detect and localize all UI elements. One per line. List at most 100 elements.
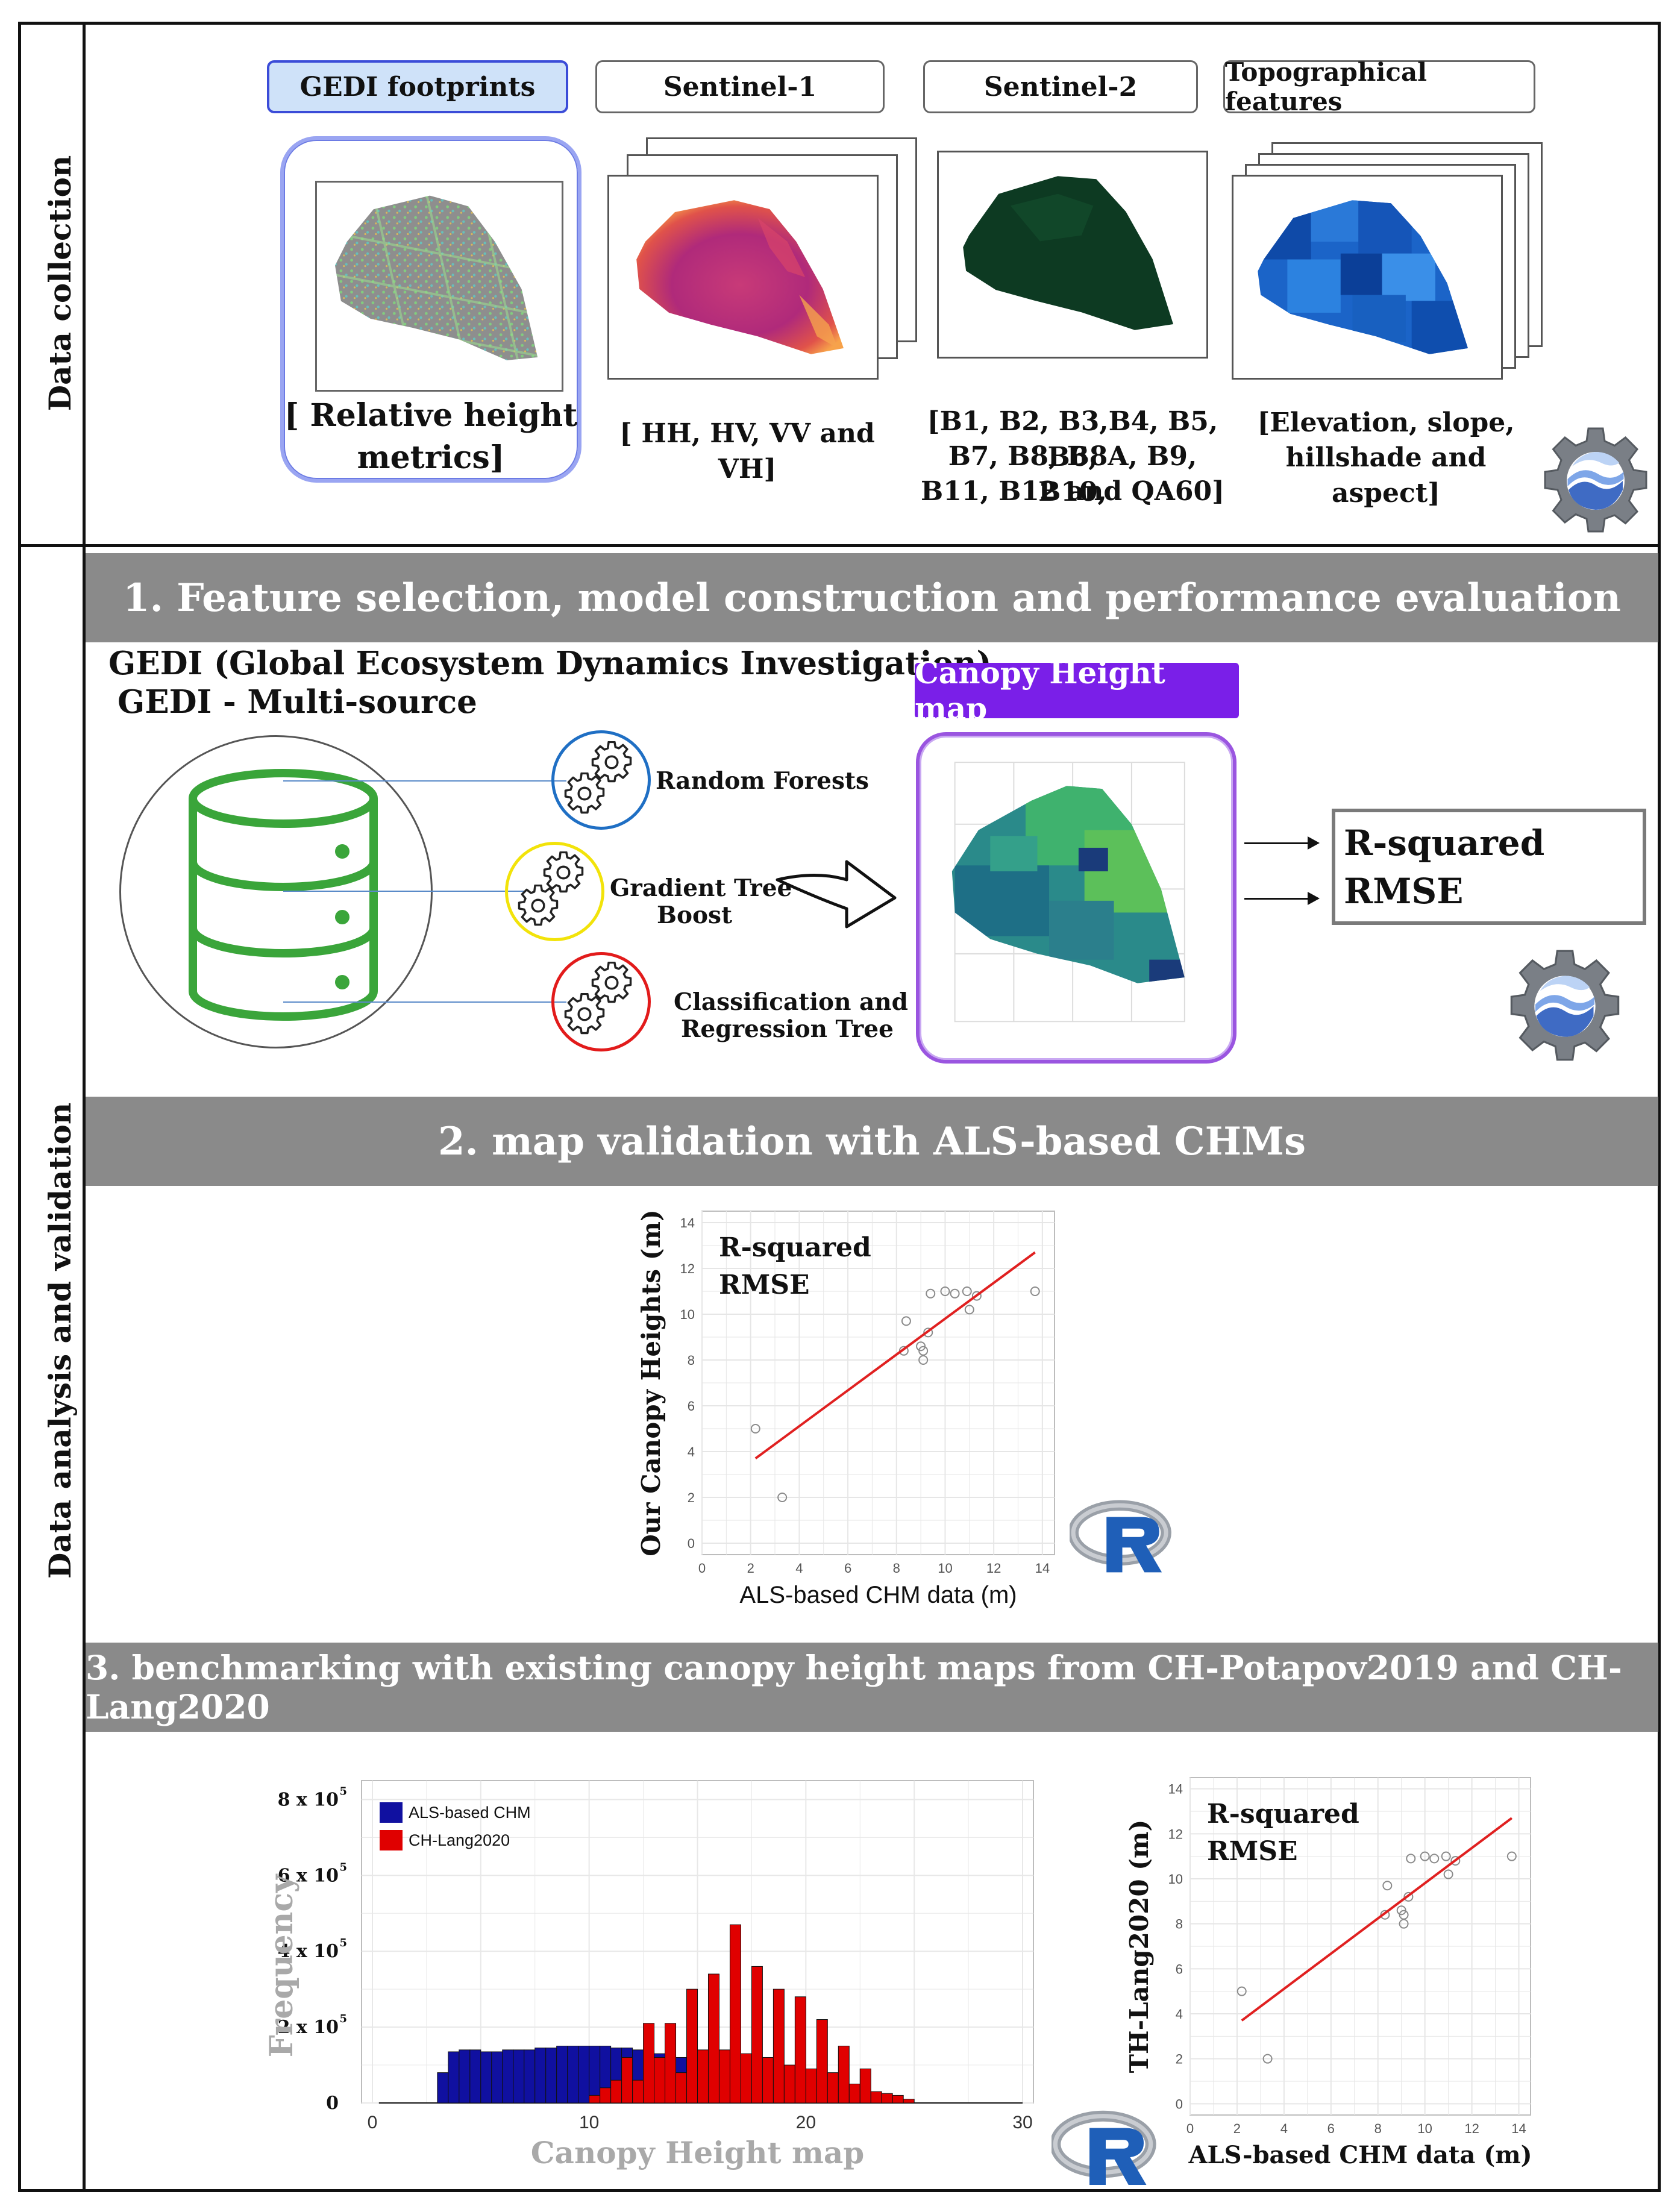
- legend-label: ALS-based CHM: [409, 1803, 531, 1822]
- section-divider: [18, 544, 1661, 547]
- x-tick-label: 14: [1035, 1561, 1050, 1576]
- histogram-bar: [805, 2068, 817, 2104]
- x-axis-label: Canopy Height map: [531, 2135, 864, 2170]
- y-tick-exponent: 5: [339, 1785, 347, 1797]
- histogram-bar: [816, 2019, 828, 2104]
- data-point: [1396, 1905, 1406, 1916]
- y-tick-label: 8: [688, 1353, 695, 1368]
- gedi-footprints-title: GEDI footprints: [267, 60, 568, 113]
- histogram-bar: [621, 2057, 633, 2104]
- data-point: [916, 1341, 926, 1352]
- y-tick-label: 8: [1176, 1917, 1183, 1932]
- x-tick-label: 0: [698, 1561, 706, 1576]
- y-tick-label: 14: [1168, 1782, 1183, 1797]
- metric-arrow-2-head: [1308, 892, 1320, 905]
- histogram-bar: [459, 2049, 471, 2104]
- data-point: [1429, 1853, 1440, 1864]
- y-tick-label: 12: [680, 1261, 695, 1276]
- x-tick-label: 8: [893, 1561, 900, 1576]
- x-tick-label: 4: [795, 1561, 803, 1576]
- sentinel-2-map: [937, 151, 1208, 359]
- histogram-bar: [524, 2049, 536, 2104]
- data-point: [950, 1288, 960, 1299]
- histogram-bar: [480, 2051, 492, 2104]
- x-tick-label: 30: [1012, 2113, 1032, 2132]
- histogram-bar: [448, 2051, 460, 2104]
- data-point: [923, 1327, 933, 1338]
- x-axis-label: ALS-based CHM data (m): [1188, 2141, 1532, 2169]
- sentinel-2-title: Sentinel-2: [923, 60, 1198, 113]
- data-point: [926, 1288, 936, 1299]
- gradient-tree-label: Gradient Tree: [610, 874, 792, 902]
- metric-r-squared: R-squared: [1344, 823, 1545, 863]
- data-point: [918, 1346, 929, 1356]
- histogram-bar: [794, 1996, 806, 2104]
- canopy-height-map-label: Canopy Height map: [915, 655, 1239, 726]
- metric-arrow-1: [1244, 842, 1311, 844]
- r-logo-icon: [1052, 2109, 1160, 2190]
- histogram-bar: [718, 2049, 730, 2104]
- database-icon: [189, 769, 378, 1021]
- x-tick-label: 2: [747, 1561, 754, 1576]
- data-point: [1236, 1986, 1247, 1996]
- x-tick-label: 4: [1280, 2121, 1288, 2136]
- x-tick-label: 0: [368, 2113, 378, 2132]
- step2-banner: 2. map validation with ALS-based CHMs: [86, 1097, 1658, 1186]
- histogram-bar: [848, 2084, 860, 2104]
- y-tick-label: 6: [688, 1399, 695, 1414]
- data-point: [971, 1291, 982, 1301]
- chart-annotation: R-squared: [719, 1232, 871, 1263]
- histogram-bar: [437, 2072, 449, 2104]
- histogram-bar: [610, 2079, 622, 2104]
- y-tick-label: 14: [680, 1215, 695, 1230]
- fit-line: [1241, 1817, 1513, 2022]
- x-tick-label: 6: [844, 1561, 851, 1576]
- step3-banner: 3. benchmarking with existing canopy hei…: [86, 1643, 1658, 1732]
- histogram-bar: [632, 2079, 644, 2104]
- histogram-bar: [654, 2057, 666, 2104]
- data-point: [1450, 1856, 1461, 1866]
- gear-icon: [563, 993, 606, 1035]
- histogram-bar: [729, 1924, 741, 2104]
- histogram-bar: [697, 2049, 709, 2104]
- histogram-bar: [773, 1988, 785, 2104]
- data-point: [1506, 1851, 1517, 1861]
- cart-node: [551, 952, 651, 1051]
- y-tick-label: 4: [688, 1444, 695, 1459]
- y-tick-label: 4 x 10: [278, 1941, 339, 1962]
- histogram-bar: [578, 2046, 590, 2104]
- histogram-bar: [783, 2064, 795, 2104]
- canopy-height-map-panel: [916, 732, 1236, 1064]
- data-collection-label: Data collection: [42, 155, 78, 412]
- histogram-bar: [751, 1966, 763, 2104]
- random-forests-node: [551, 730, 651, 830]
- sentinel-1-map: [607, 175, 879, 380]
- regression-tree-label: Regression Tree: [681, 1015, 894, 1043]
- histogram-bar: [502, 2049, 514, 2104]
- gedi-caption-line1: [ Relative height: [284, 397, 578, 434]
- y-tick-label: 10: [1168, 1872, 1183, 1887]
- gear-icon: [517, 885, 559, 927]
- data-point: [1399, 1910, 1409, 1920]
- histogram-bar: [567, 2046, 579, 2104]
- histogram-bar: [740, 2053, 752, 2104]
- sentinel-2-caption-line2: B7, B8, B8A, B9, B10,: [948, 441, 1197, 508]
- y-tick-exponent: 5: [339, 1937, 347, 1949]
- x-tick-label: 10: [579, 2113, 599, 2132]
- histogram-bar: [589, 2095, 601, 2104]
- y-axis-label: TH-Lang2020 (m): [1124, 1820, 1154, 2073]
- random-forests-label: Random Forests: [656, 767, 869, 795]
- y-tick-label: 4: [1176, 2007, 1183, 2022]
- data-point: [750, 1424, 760, 1434]
- histogram-bar: [827, 2072, 839, 2104]
- x-tick-label: 20: [796, 2113, 816, 2132]
- histogram-bar: [881, 2093, 893, 2104]
- scatter-plot-lang2020: 0 2 4 6 8 10 12 14 0 2 4 6 8 10 12 14 R-squared RMSE ALS-b…: [1124, 1777, 1532, 2169]
- data-point: [1403, 1891, 1414, 1902]
- fit-line: [754, 1251, 1036, 1460]
- histogram-bar: [707, 1973, 719, 2104]
- legend-label: CH-Lang2020: [409, 1831, 510, 1849]
- earth-engine-icon: [1508, 949, 1622, 1064]
- data-point: [940, 1286, 950, 1296]
